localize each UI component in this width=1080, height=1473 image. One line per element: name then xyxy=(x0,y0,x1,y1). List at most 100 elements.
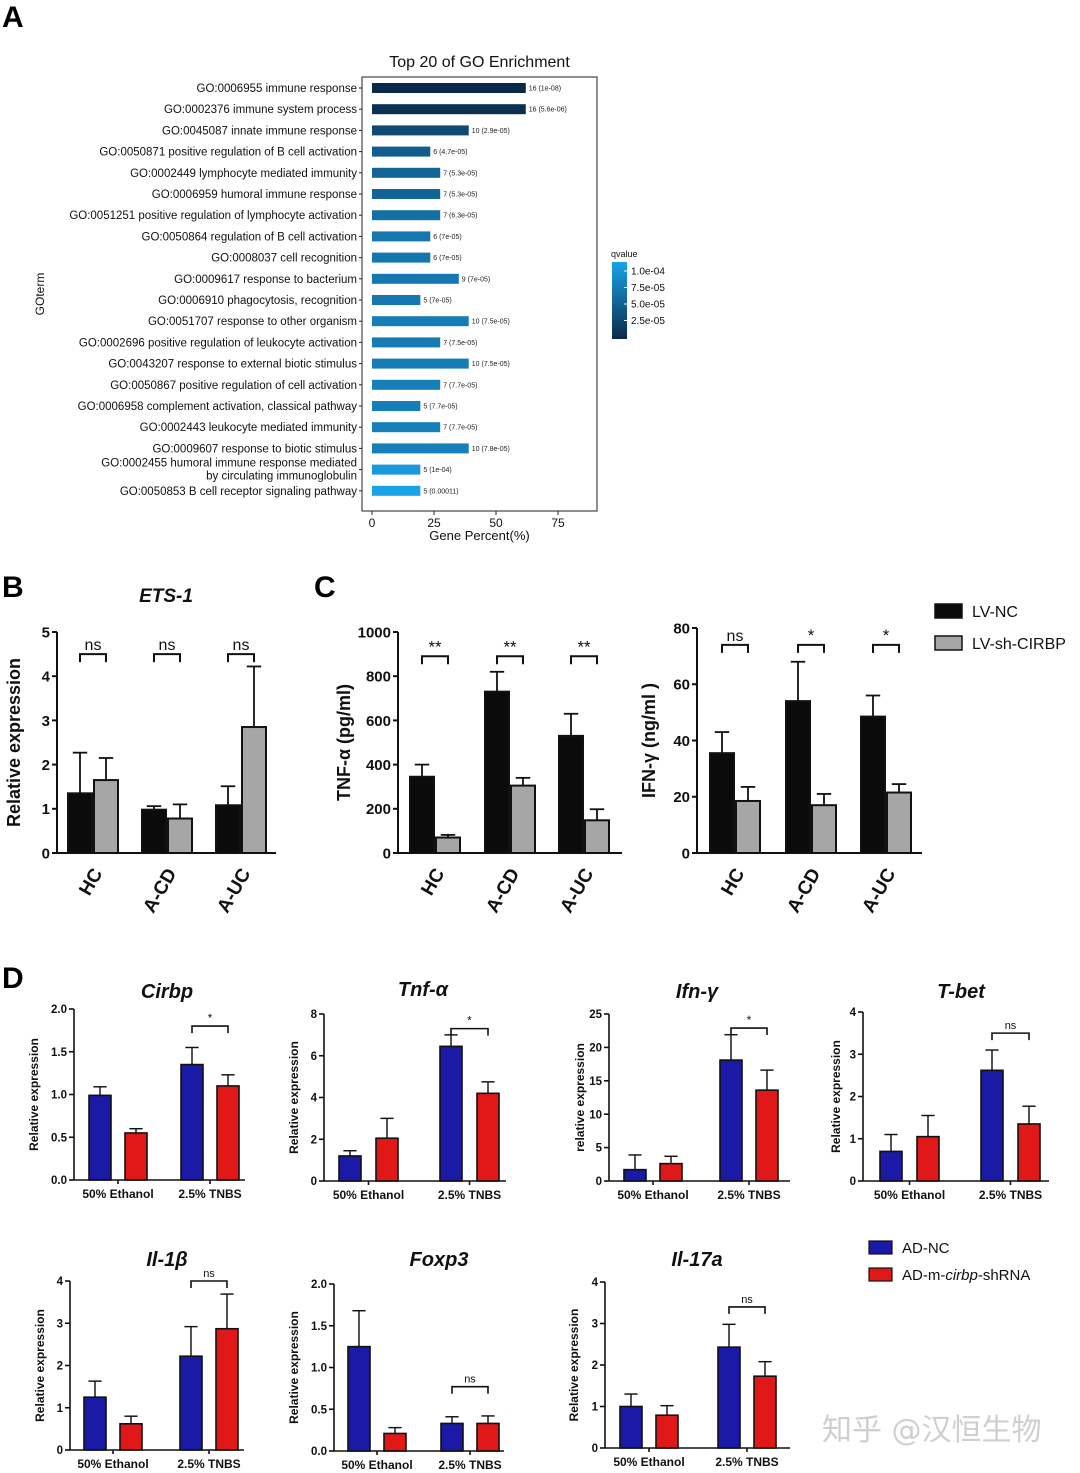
tnf-bar xyxy=(338,1155,362,1182)
ifn-ytick-label: 25 xyxy=(589,1009,602,1021)
go-xtick-label: 0 xyxy=(369,516,376,530)
cirbp-ytick-label: 0.0 xyxy=(51,1175,67,1187)
go-bar xyxy=(372,210,441,221)
go-data-label: 5 (1e-04) xyxy=(423,467,451,474)
go-xtick-label: 75 xyxy=(551,516,565,530)
tnfa-bar xyxy=(584,819,610,854)
tbet-ytick-label: 1 xyxy=(850,1134,857,1146)
go-data-label: 7 (7.7e-05) xyxy=(443,425,477,432)
ets1-ytick-label: 1 xyxy=(42,801,50,818)
cirbp-ytick-label: 0.5 xyxy=(51,1132,68,1144)
il1b-ytick-label: 2 xyxy=(57,1361,63,1373)
ets1-ytick-label: 3 xyxy=(42,713,50,730)
cirbp-ytick-label: 1.0 xyxy=(51,1090,67,1102)
go-category-label: GO:0009607 response to biotic stimulus xyxy=(152,443,357,455)
cirbp-yaxis-label: Relative expression xyxy=(27,1038,41,1151)
ifn-gamma-chart: 0 20 40 60 80 HC A-CD A-UC ns * * IFN-γ (ng/ml ) LV-… xyxy=(639,603,1066,917)
tnfa-bar xyxy=(409,775,435,855)
il1b-chart: 0 1 2 3 4 50% Ethanol 2.5% TNBS ns Relative expr… xyxy=(33,1249,244,1471)
panel-letter-a: A xyxy=(2,1,24,34)
ifn-ytick-label: 5 xyxy=(596,1143,603,1155)
go-data-label: 10 (7.5e-05) xyxy=(472,319,510,326)
ifn-category-label: 50% Ethanol xyxy=(617,1188,688,1202)
il17a-bar xyxy=(655,1414,679,1449)
ifn-ytick-label: 10 xyxy=(589,1109,602,1121)
go-category-label: GO:0006955 immune response xyxy=(197,83,357,95)
go-bar xyxy=(372,189,441,199)
tbet-ytick-label: 3 xyxy=(850,1049,856,1061)
go-chart-title: Top 20 of GO Enrichment xyxy=(389,54,570,71)
panel-letter-d: D xyxy=(2,962,24,995)
go-category-label: GO:0002696 positive regulation of leukoc… xyxy=(79,337,357,349)
ets1-ytick-label: 0 xyxy=(42,845,50,862)
go-bar xyxy=(372,231,431,242)
ifn-chart-title: Ifn-γ xyxy=(676,981,720,1003)
legend-label-part: cirbp xyxy=(945,1267,978,1284)
go-category-label: GO:0002449 lymphocyte mediated immunity xyxy=(130,168,357,180)
il17a-ytick-label: 1 xyxy=(592,1402,599,1414)
go-bar xyxy=(372,146,431,157)
tbet-ytick-label: 4 xyxy=(850,1007,857,1019)
tnfa-ytick-label: 400 xyxy=(366,757,391,774)
legend-swatch-ad-m-cirbp-shrna xyxy=(868,1267,893,1282)
tnf-category-label: 2.5% TNBS xyxy=(438,1188,501,1202)
tnfa-category-label: HC xyxy=(417,865,449,900)
il1b-chart-title: Il-1β xyxy=(146,1249,187,1271)
go-data-label: 7 (6.3e-05) xyxy=(443,213,477,220)
tnfa-significance-bracket xyxy=(570,655,598,665)
go-legend-colorbar xyxy=(612,262,627,339)
il1b-bar xyxy=(83,1396,107,1451)
ets1-bar xyxy=(67,792,93,855)
cirbp-ytick-label: 1.5 xyxy=(51,1047,68,1059)
tnf-ytick-label: 4 xyxy=(311,1093,318,1105)
ifng-bar xyxy=(811,804,837,854)
tbet-bar xyxy=(879,1150,903,1182)
go-data-label: 7 (7.7e-05) xyxy=(443,382,477,389)
ifng-category-label: HC xyxy=(717,865,749,900)
go-data-label: 16 (5.6e-06) xyxy=(529,107,567,114)
go-legend-label: 2.5e-05 xyxy=(631,316,665,327)
go-data-label: 6 (4.7e-05) xyxy=(433,149,467,156)
tnfa-category-label: A-CD xyxy=(482,865,524,917)
tnf-significance-bracket xyxy=(450,1027,489,1036)
go-category-label: GO:0002455 humoral immune response media… xyxy=(101,458,357,470)
go-data-label: 6 (7e-05) xyxy=(433,255,461,262)
foxp3-bar xyxy=(440,1422,464,1452)
il17a-chart: 0 1 2 3 4 50% Ethanol 2.5% TNBS ns Relative expr… xyxy=(567,1240,1030,1469)
ifng-yaxis-label: IFN-γ (ng/ml ) xyxy=(639,683,659,798)
il17a-bar xyxy=(619,1405,643,1449)
go-data-label: 7 (7.5e-05) xyxy=(443,340,477,347)
tnfa-bar xyxy=(510,784,536,854)
ifng-ytick-label: 20 xyxy=(673,789,690,806)
ifn-ytick-label: 15 xyxy=(589,1076,602,1088)
watermark-text: 知乎 @汉恒生物 xyxy=(822,1413,1042,1448)
cirbp-category-label: 50% Ethanol xyxy=(82,1187,153,1201)
ets1-bar xyxy=(241,726,267,855)
go-data-label: 5 (0.00011) xyxy=(423,488,458,495)
go-data-label: 6 (7e-05) xyxy=(433,234,461,241)
ifn-yaxis-label: relative expression xyxy=(573,1043,587,1152)
il1b-ytick-label: 0 xyxy=(57,1445,63,1457)
tnf-chart-title: Tnf-α xyxy=(398,979,450,1001)
go-bar xyxy=(372,167,441,178)
tnfa-category-label: A-UC xyxy=(556,865,598,917)
ifng-bar xyxy=(860,715,886,854)
il17a-ytick-label: 0 xyxy=(592,1443,598,1455)
go-bar xyxy=(372,401,421,411)
ifng-significance-label: ns xyxy=(727,628,744,645)
cirbp-bar xyxy=(180,1063,204,1181)
ifng-ytick-label: 80 xyxy=(673,620,690,637)
foxp3-ytick-label: 0.5 xyxy=(311,1404,328,1416)
il1b-significance-label: ns xyxy=(203,1268,215,1280)
tbet-bar xyxy=(1017,1123,1041,1182)
go-enrichment-chart: Top 20 of GO Enrichment 16 (1e-08) GO:0006… xyxy=(33,54,665,543)
go-category-label: GO:0045087 innate immune response xyxy=(162,125,357,137)
go-category-label: GO:0050867 positive regulation of cell a… xyxy=(110,380,357,392)
il1b-significance-bracket xyxy=(190,1280,228,1288)
go-data-label: 10 (7.8e-05) xyxy=(472,446,510,453)
go-data-label: 9 (7e-05) xyxy=(462,276,490,283)
ets1-ytick-label: 2 xyxy=(42,757,50,774)
tbet-category-label: 2.5% TNBS xyxy=(979,1188,1042,1202)
il1b-bar xyxy=(179,1355,203,1451)
